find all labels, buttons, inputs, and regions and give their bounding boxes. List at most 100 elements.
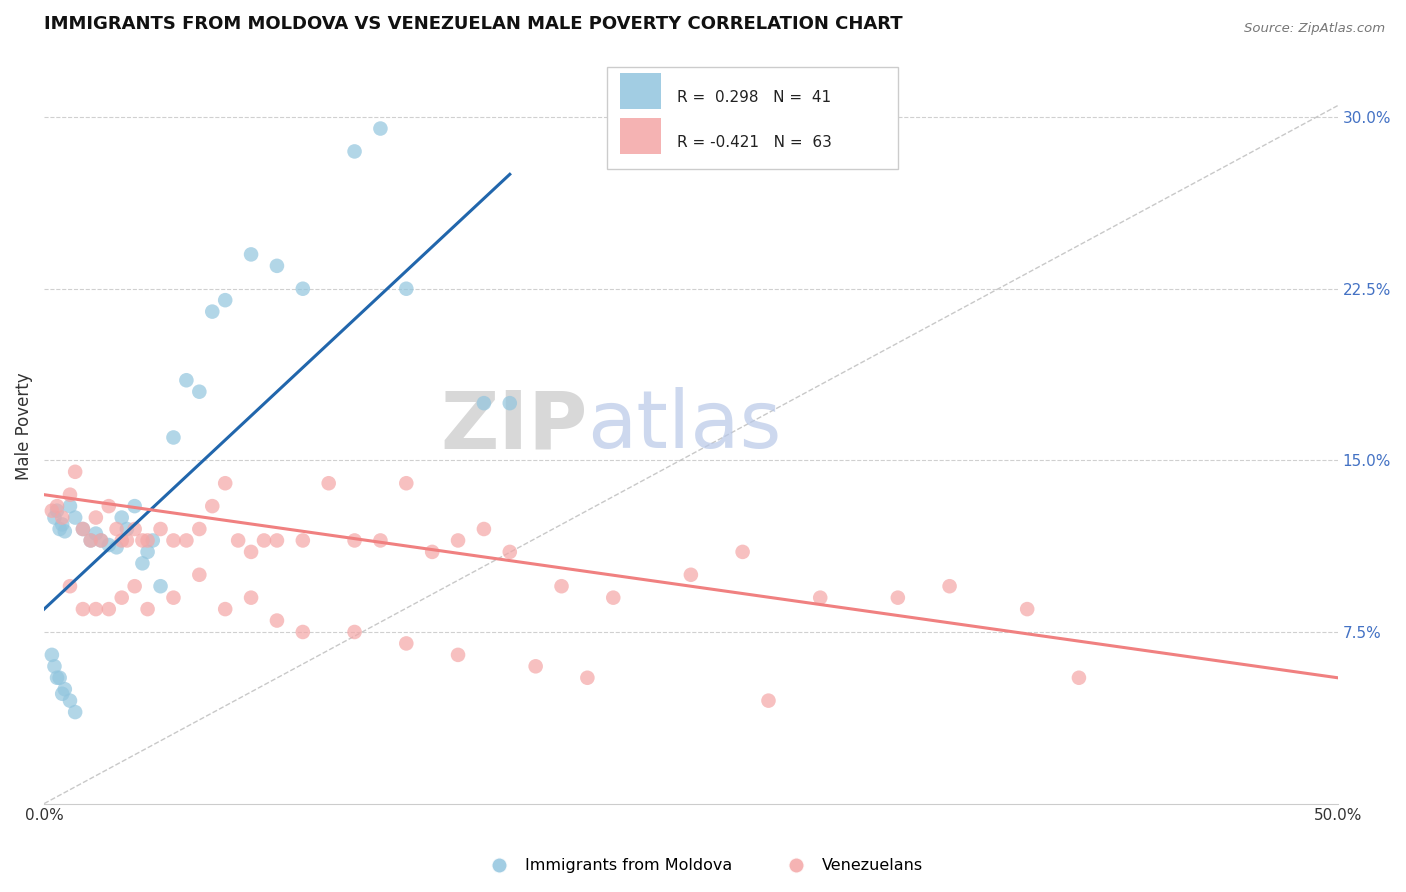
Point [46, 499, 69, 513]
Point [201, 499, 224, 513]
Point [51, 510, 73, 524]
Point [291, 533, 314, 548]
Point [84, 526, 107, 541]
Point [214, 602, 236, 616]
Point [395, 282, 418, 296]
Point [131, 533, 153, 548]
Point [938, 579, 960, 593]
Point [266, 259, 288, 273]
Point [420, 545, 443, 559]
Text: R =  0.298   N =  41: R = 0.298 N = 41 [676, 90, 831, 105]
Point [46, 671, 69, 685]
Text: Source: ZipAtlas.com: Source: ZipAtlas.com [1244, 22, 1385, 36]
Point [111, 510, 134, 524]
Point [46, 504, 69, 518]
Point [1067, 671, 1090, 685]
Point [343, 625, 366, 640]
Point [176, 373, 198, 387]
Point [63, 465, 86, 479]
Point [343, 533, 366, 548]
Point [90, 533, 112, 548]
Point [59, 693, 82, 707]
Point [240, 247, 263, 261]
Point [395, 636, 418, 650]
Point [240, 545, 263, 559]
Point [149, 522, 172, 536]
Point [602, 591, 624, 605]
Point [318, 476, 340, 491]
Point [524, 659, 547, 673]
Point [188, 567, 211, 582]
Point [370, 533, 392, 548]
Point [41, 648, 63, 662]
Legend: Immigrants from Moldova, Venezuelans: Immigrants from Moldova, Venezuelans [477, 852, 929, 880]
Point [499, 545, 522, 559]
Point [162, 591, 184, 605]
Point [447, 533, 470, 548]
Point [79, 533, 101, 548]
Point [63, 705, 86, 719]
Point [111, 533, 134, 548]
Point [576, 671, 599, 685]
Point [97, 538, 120, 552]
Bar [620, 118, 661, 154]
Text: IMMIGRANTS FROM MOLDOVA VS VENEZUELAN MALE POVERTY CORRELATION CHART: IMMIGRANTS FROM MOLDOVA VS VENEZUELAN MA… [44, 15, 903, 33]
Point [124, 499, 146, 513]
Text: atlas: atlas [588, 387, 782, 465]
Point [53, 682, 76, 697]
Point [253, 533, 276, 548]
Point [72, 522, 94, 536]
Point [201, 304, 224, 318]
Point [59, 488, 82, 502]
Point [84, 510, 107, 524]
Point [59, 499, 82, 513]
Point [291, 625, 314, 640]
Point [758, 693, 780, 707]
Point [97, 499, 120, 513]
Point [115, 522, 138, 536]
Point [111, 591, 134, 605]
Point [188, 384, 211, 399]
Point [136, 533, 159, 548]
Point [105, 522, 128, 536]
Point [731, 545, 754, 559]
Point [63, 510, 86, 524]
Point [188, 522, 211, 536]
Point [97, 602, 120, 616]
Point [53, 524, 76, 539]
Point [679, 567, 702, 582]
Point [124, 522, 146, 536]
Point [79, 533, 101, 548]
Point [214, 293, 236, 308]
Point [44, 659, 66, 673]
Text: ZIP: ZIP [440, 387, 588, 465]
Text: R = -0.421   N =  63: R = -0.421 N = 63 [676, 135, 831, 150]
Point [131, 557, 153, 571]
Point [162, 533, 184, 548]
Point [48, 671, 70, 685]
Point [240, 591, 263, 605]
Point [136, 602, 159, 616]
Point [162, 430, 184, 444]
Point [72, 602, 94, 616]
Point [51, 687, 73, 701]
Point [105, 541, 128, 555]
Point [1017, 602, 1039, 616]
Point [214, 476, 236, 491]
FancyBboxPatch shape [607, 67, 898, 169]
Point [41, 504, 63, 518]
Point [266, 614, 288, 628]
Point [59, 579, 82, 593]
Point [115, 533, 138, 548]
Point [51, 517, 73, 532]
Point [266, 533, 288, 548]
Bar [620, 73, 661, 110]
Point [176, 533, 198, 548]
Point [84, 602, 107, 616]
Point [808, 591, 831, 605]
Point [44, 510, 66, 524]
Point [887, 591, 910, 605]
Point [72, 522, 94, 536]
Point [149, 579, 172, 593]
Point [291, 282, 314, 296]
